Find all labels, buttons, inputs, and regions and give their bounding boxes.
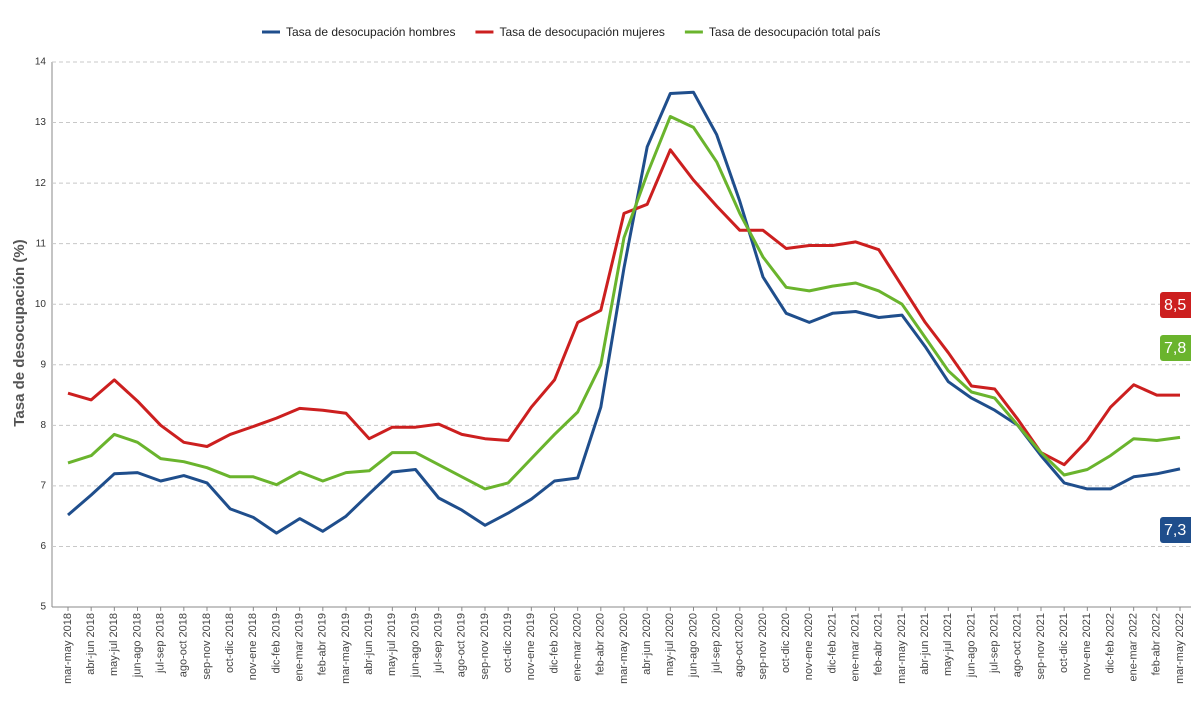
- x-tick-label: oct-dic 2020: [780, 613, 792, 673]
- end-label-box: [1160, 292, 1191, 318]
- x-tick-label: dic-feb 2020: [548, 613, 560, 674]
- x-tick-label: jun-ago 2020: [687, 613, 699, 678]
- y-tick-label: 14: [35, 57, 47, 68]
- x-tick-label: feb-abr 2020: [595, 613, 607, 675]
- x-tick-label: sep-nov 2019: [479, 613, 491, 680]
- x-tick-label: feb-abr 2022: [1151, 613, 1163, 675]
- x-tick-label: abr-jun 2018: [85, 613, 97, 675]
- x-tick-label: nov-ene 2018: [247, 613, 259, 680]
- x-tick-label: jul-sep 2020: [711, 613, 723, 674]
- x-tick-label: jun-ago 2021: [965, 613, 977, 678]
- legend-label: Tasa de desocupación total país: [709, 25, 880, 39]
- x-tick-label: jul-sep 2021: [989, 613, 1001, 674]
- x-tick-label: sep-nov 2018: [201, 613, 213, 680]
- x-tick-label: oct-dic 2021: [1058, 613, 1070, 673]
- end-label: 7,8: [1164, 340, 1186, 357]
- x-tick-label: dic-feb 2021: [826, 613, 838, 674]
- x-tick-label: dic-feb 2019: [270, 613, 282, 674]
- y-tick-label: 13: [35, 117, 47, 128]
- x-tick-label: mar-may 2019: [340, 613, 352, 684]
- x-tick-label: feb-abr 2021: [873, 613, 885, 675]
- y-tick-label: 11: [36, 238, 47, 249]
- x-tick-label: abr-jun 2020: [641, 613, 653, 675]
- x-tick-label: abr-jun 2021: [919, 613, 931, 675]
- x-tick-label: abr-jun 2019: [363, 613, 375, 675]
- x-tick-label: may-jul 2019: [386, 613, 398, 676]
- x-tick-label: oct-dic 2019: [502, 613, 514, 673]
- legend-label: Tasa de desocupación mujeres: [499, 25, 664, 39]
- x-tick-label: feb-abr 2019: [317, 613, 329, 675]
- x-tick-label: mar-may 2018: [62, 613, 74, 684]
- x-tick-label: mar-may 2021: [896, 613, 908, 684]
- series-line: [67, 115, 1181, 491]
- x-tick-label: ago-oct 2021: [1012, 613, 1024, 677]
- end-label-box: [1160, 517, 1191, 543]
- x-tick-label: jul-sep 2018: [155, 613, 167, 674]
- x-tick-label: ago-oct 2018: [178, 613, 190, 677]
- end-label: 8,5: [1164, 297, 1186, 314]
- x-tick-label: jun-ago 2019: [409, 613, 421, 678]
- x-tick-label: jun-ago 2018: [131, 613, 143, 678]
- x-tick-label: ene-mar 2019: [294, 613, 306, 682]
- x-tick-label: sep-nov 2021: [1035, 613, 1047, 680]
- x-tick-label: mar-may 2020: [618, 613, 630, 684]
- x-tick-label: nov-ene 2019: [525, 613, 537, 680]
- end-label: 7,3: [1164, 522, 1186, 539]
- x-tick-label: oct-dic 2018: [224, 613, 236, 673]
- x-tick-label: nov-ene 2020: [803, 613, 815, 680]
- y-axis-title: Tasa de desocupación (%): [11, 239, 28, 426]
- y-tick-label: 5: [40, 602, 46, 613]
- y-tick-label: 7: [40, 481, 46, 492]
- x-tick-label: sep-nov 2020: [757, 613, 769, 680]
- x-tick-label: may-jul 2020: [664, 613, 676, 676]
- x-tick-label: ago-oct 2019: [456, 613, 468, 677]
- y-tick-label: 9: [40, 359, 46, 370]
- y-tick-label: 8: [40, 420, 46, 431]
- y-tick-label: 6: [40, 541, 46, 552]
- x-tick-label: jul-sep 2019: [433, 613, 445, 674]
- x-tick-label: ene-mar 2021: [850, 613, 862, 682]
- legend-label: Tasa de desocupación hombres: [286, 25, 455, 39]
- x-tick-label: may-jul 2021: [942, 613, 954, 676]
- y-tick-label: 12: [35, 178, 47, 189]
- x-tick-label: ago-oct 2020: [734, 613, 746, 677]
- x-tick-label: ene-mar 2020: [572, 613, 584, 682]
- x-tick-label: nov-ene 2021: [1081, 613, 1093, 680]
- series-line: [67, 90, 1181, 535]
- x-tick-label: mar-may 2022: [1174, 613, 1186, 684]
- x-tick-label: ene-mar 2022: [1128, 613, 1140, 682]
- x-tick-label: may-jul 2018: [108, 613, 120, 676]
- x-tick-label: dic-feb 2022: [1104, 613, 1116, 674]
- end-label-box: [1160, 335, 1191, 361]
- y-tick-label: 10: [35, 299, 47, 310]
- series-line: [67, 148, 1180, 467]
